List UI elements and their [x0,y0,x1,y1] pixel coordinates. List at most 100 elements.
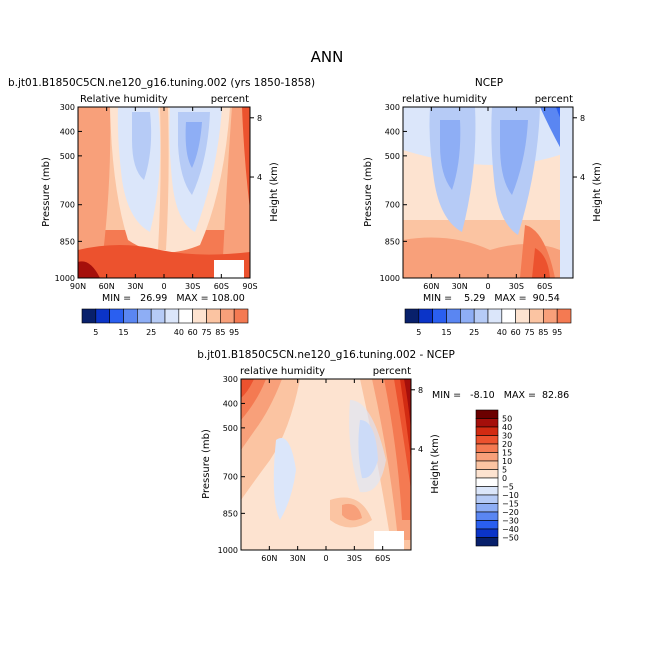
obs-y2-tick-labels: 84 [573,114,585,182]
diff-y2-tick-label: 8 [418,386,423,395]
obs-x-tick-label: 30S [509,282,524,291]
obs-colorbar-label: 25 [469,328,479,337]
obs-y-tick-labels: 300 400 500 700 850 1000 [380,103,407,283]
model-colorbar-label: 60 [188,328,198,337]
diff-colorbar-label: 30 [502,432,512,441]
obs-colorbar-label: 85 [538,328,548,337]
diff-y2-tick-label: 4 [418,445,423,454]
diff-colorbar-label: −10 [502,491,519,500]
diff-colorbar-box [475,528,499,538]
diff-colorbar-box [475,537,499,547]
diff-x-tick-label: 30S [347,554,362,563]
diff-colorbar-label: −15 [502,500,519,509]
diff-colorbar-box [475,409,499,419]
model-colorbar-box [206,308,221,324]
model-colorbar-label: 75 [201,328,211,337]
model-x-tick-label: 60N [99,282,115,291]
model-case-title: b.jt01.B1850C5CN.ne120_g16.tuning.002 (y… [8,77,315,89]
diff-contour-neg-sh-outer [349,400,386,493]
diff-contour-nh-upper-max [241,379,254,398]
model-colorbar-box [137,308,152,324]
diff-colorbar-label: −20 [502,508,519,517]
obs-contour-surface-max [532,248,550,278]
diff-colorbar-label: −5 [502,483,514,492]
diff-colorbar-box [475,494,499,504]
model-y2-tick-label: 8 [257,114,262,123]
model-y-tick-label: 700 [60,201,75,210]
model-contour-equatorial-moist [158,107,169,250]
diff-y-tick-labels: 300 400 500 700 850 1000 [218,375,245,555]
model-x-tick-label: 90S [242,282,257,291]
model-y2-tick-label: 4 [257,173,262,182]
obs-colorbar-box [404,308,420,324]
obs-colorbar-box [543,308,558,324]
diff-colorbar-box [475,503,499,513]
diff-colorbar-box [475,443,499,453]
obs-y-tick-label: 700 [385,201,400,210]
model-colorbar-box [81,308,97,324]
obs-colorbar-label: 60 [511,328,521,337]
obs-colorbar-label: 15 [441,328,451,337]
obs-colorbar-box [473,308,489,324]
obs-colorbar-box [501,308,516,324]
model-colorbar-label: 85 [215,328,225,337]
model-colorbar-label: 5 [93,328,98,337]
diff-y2-tick-labels: 84 [411,386,423,454]
model-y-tick-label: 500 [60,152,75,161]
diff-y-tick-label: 300 [223,375,238,384]
model-x-tick-label: 90N [70,282,86,291]
model-x-tick-label: 0 [161,282,166,291]
diff-x-tick-label: 60S [375,554,390,563]
obs-y-axis-label: Pressure (mb) [363,157,374,227]
diff-colorbar-box [475,426,499,436]
obs-colorbar: 5 15 25 40 60 75 85 95 [404,308,572,337]
obs-colorbar-label: 95 [552,328,562,337]
diff-y-tick-label: 400 [223,399,238,408]
obs-colorbar-box [529,308,544,324]
diff-contour-neg-nh [273,438,296,520]
obs-variable-label: relative humidity [402,94,487,105]
model-colorbar-box [220,308,235,324]
obs-colorbar-box [460,308,475,324]
model-contour-surface-moist [78,245,250,278]
model-y-tick-label: 850 [60,237,75,246]
diff-x-tick-labels: 60N 30N 0 30S 60S [261,379,390,563]
model-x-tick-label: 30N [127,282,143,291]
obs-y2-tick-label: 8 [580,114,585,123]
obs-colorbar-box [556,308,572,324]
obs-units-label: percent [535,94,573,105]
diff-colorbar-label: −50 [502,534,519,543]
diff-contour-field [241,379,411,550]
obs-case-title: NCEP [475,77,503,89]
obs-colorbar-box [418,308,433,324]
obs-missing-data [560,107,573,278]
panel-model: b.jt01.B1850C5CN.ne120_g16.tuning.002 (y… [8,77,315,337]
obs-colorbar-box [446,308,461,324]
obs-contour-dry-nh-core [440,120,461,190]
model-colorbar-box [123,308,138,324]
model-units-label: percent [211,94,249,105]
diff-colorbar-label: 5 [502,466,507,475]
model-y-tick-labels: 300 400 500 700 850 1000 [55,103,82,283]
model-colorbar-box [192,308,207,324]
model-contour-field [78,107,250,278]
diff-x-tick-label: 0 [323,554,328,563]
diff-colorbar-box [475,477,499,487]
diff-units-label: percent [373,366,411,377]
obs-y2-tick-label: 4 [580,173,585,182]
obs-x-tick-label: 30N [452,282,468,291]
obs-colorbar-box [515,308,530,324]
diff-colorbar-box [475,435,499,445]
model-colorbar: 5 15 25 40 60 75 85 95 [81,308,249,337]
obs-y-tick-label: 400 [385,127,400,136]
diff-colorbar-box [475,520,499,530]
model-colorbar-label: 25 [146,328,156,337]
diff-missing-data [374,531,404,550]
diff-y-tick-label: 700 [223,473,238,482]
model-colorbar-box [233,308,249,324]
model-colorbar-label: 95 [229,328,239,337]
model-y-tick-label: 400 [60,127,75,136]
diff-colorbar-label: 40 [502,423,512,432]
model-colorbar-box [178,308,193,324]
